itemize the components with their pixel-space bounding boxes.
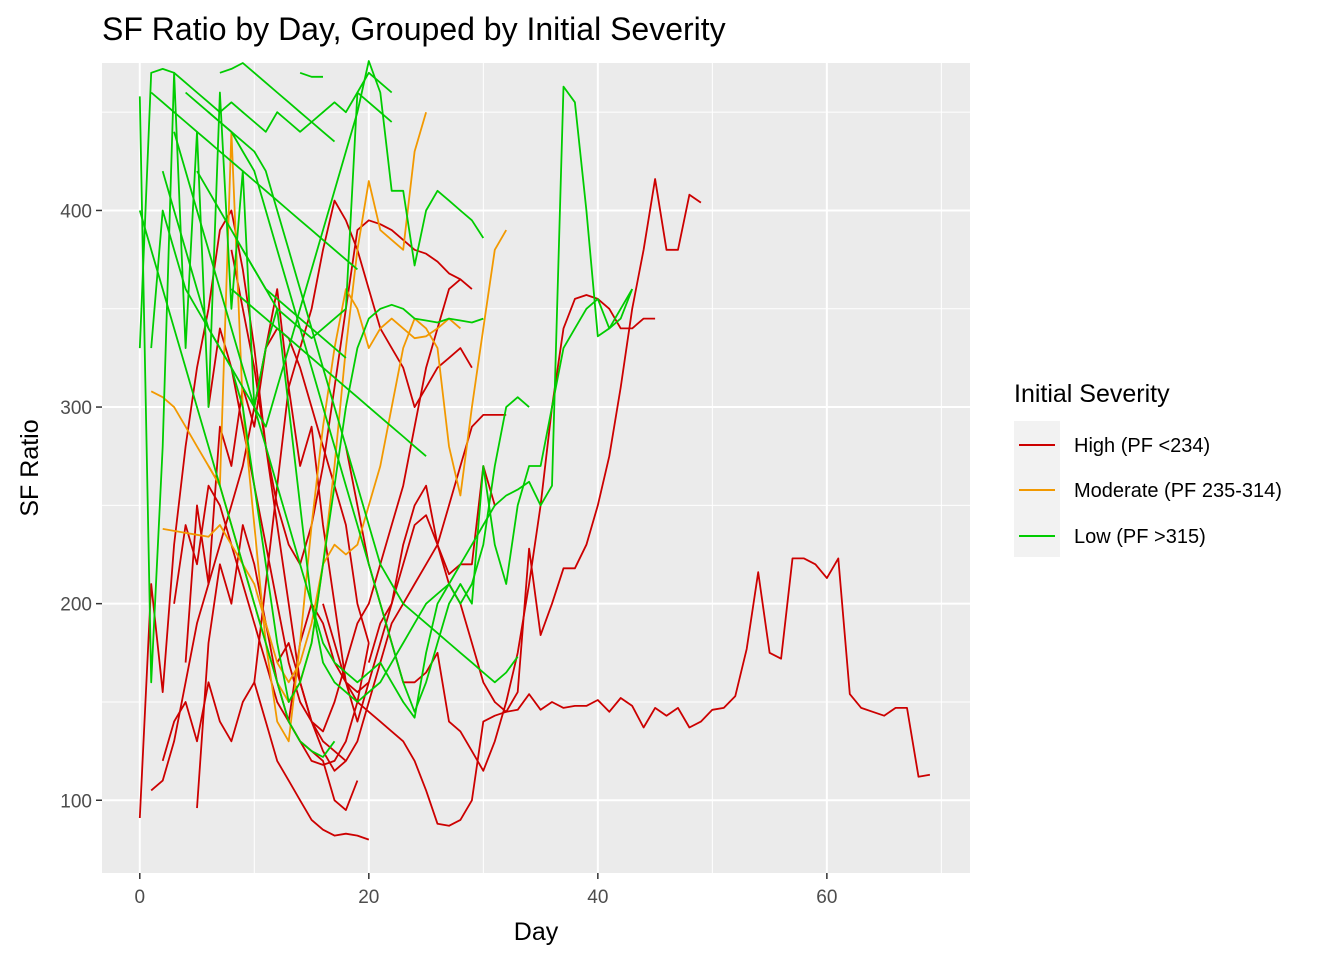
x-axis-ticks: 0 20 40 60 (134, 873, 837, 908)
series-line-low-17 (138, 68, 393, 349)
series-line-low-29 (150, 91, 358, 271)
series-line-low-26 (230, 288, 427, 457)
y-tick-label: 400 (60, 201, 92, 222)
y-tick-label: 300 (60, 398, 92, 419)
series-line-high-12 (367, 178, 702, 713)
series-line-high-2 (161, 681, 370, 841)
series-line-moderate-15 (162, 229, 507, 684)
series-line-high-8 (253, 199, 473, 683)
series-line-low-24 (207, 111, 519, 684)
minor-gridlines (102, 63, 970, 873)
series-line-low-20 (161, 170, 484, 703)
series-line-low-18 (138, 71, 393, 684)
series-line-low-28 (242, 249, 347, 359)
legend-label-high: High (PF <234) (1074, 435, 1210, 457)
series-line-low-27 (299, 71, 323, 78)
x-axis-title: Day (514, 918, 559, 946)
x-tick-label: 20 (358, 887, 379, 908)
series-line-high-13 (322, 557, 931, 827)
y-tick-label: 100 (60, 791, 92, 812)
series-line-low-23 (196, 85, 633, 703)
legend: Initial Severity High (PF <234) Moderate… (1014, 380, 1282, 557)
y-axis-title: SF Ratio (16, 419, 44, 516)
series-lines (138, 60, 931, 841)
x-tick-label: 40 (587, 887, 608, 908)
legend-title: Initial Severity (1014, 380, 1170, 408)
series-line-low-30 (138, 210, 336, 758)
legend-label-moderate: Moderate (PF 235-314) (1074, 480, 1282, 502)
x-tick-label: 0 (134, 887, 145, 908)
series-line-low-25 (219, 62, 336, 143)
plot-panel (102, 63, 970, 873)
x-tick-label: 60 (816, 887, 837, 908)
y-tick-label: 200 (60, 595, 92, 616)
series-line-low-19 (150, 60, 485, 428)
chart-title: SF Ratio by Day, Grouped by Initial Seve… (102, 11, 726, 47)
series-line-low-22 (185, 91, 634, 713)
series-line-low-21 (173, 131, 530, 719)
y-axis-ticks: 100 200 300 400 (60, 201, 102, 812)
legend-label-low: Low (PF >315) (1074, 526, 1206, 548)
